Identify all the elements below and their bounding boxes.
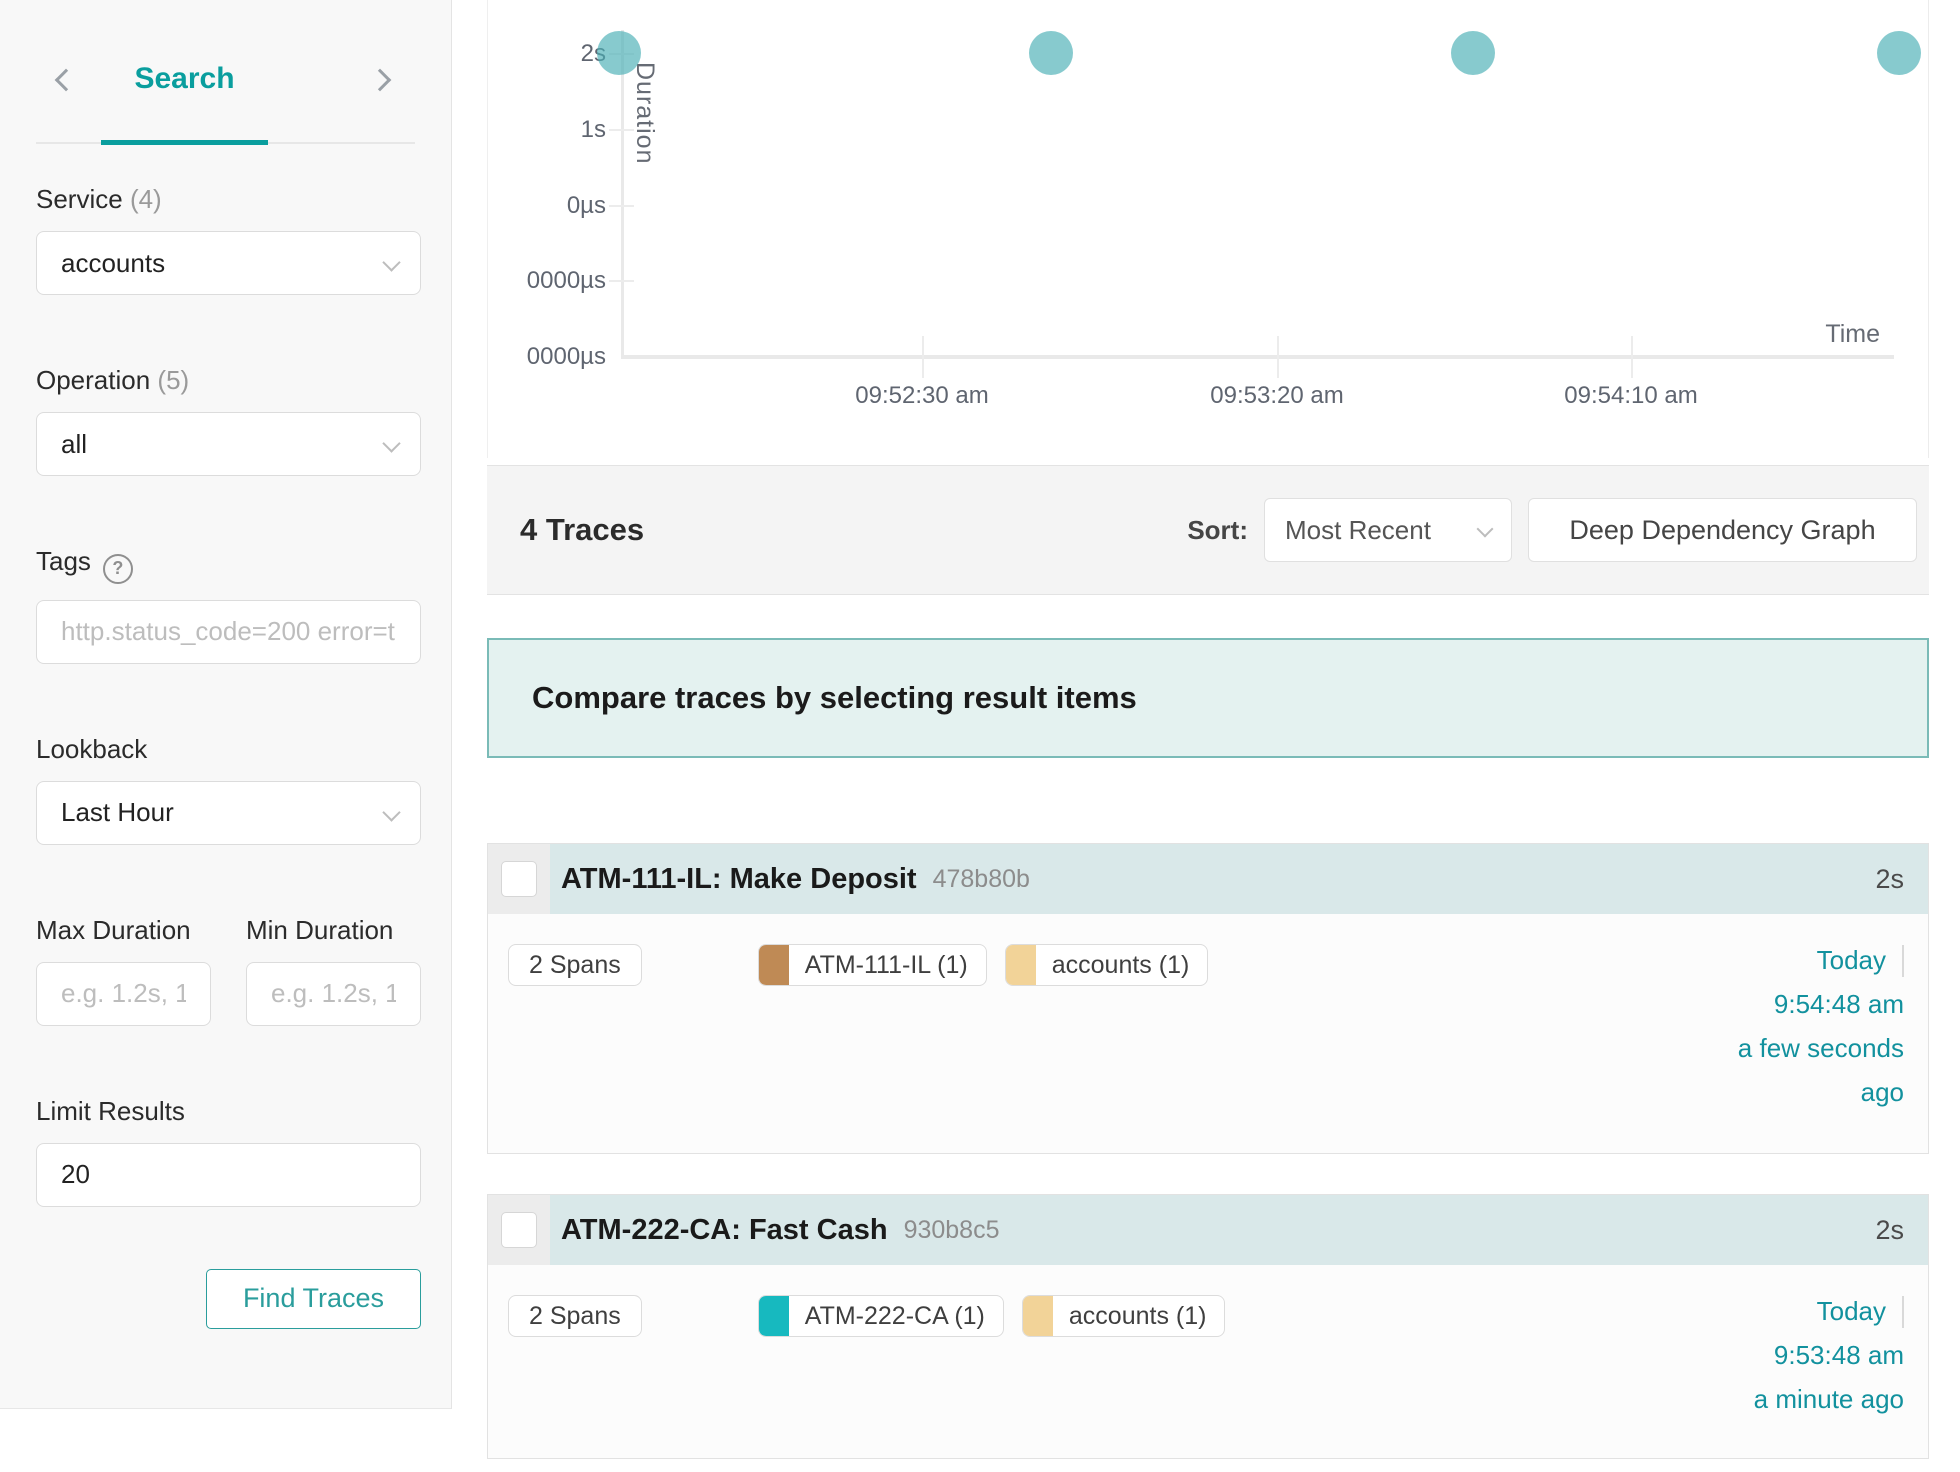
trace-scatter-point[interactable] xyxy=(1451,31,1495,75)
trace-scatter-point[interactable] xyxy=(1877,31,1921,75)
trace-scatter-point[interactable] xyxy=(597,31,641,75)
y-tick xyxy=(609,205,634,207)
checkbox-gutter xyxy=(488,1195,550,1265)
max-duration-label: Max Duration xyxy=(36,914,191,945)
search-results-panel: 2s 1s 0µs 0000µs 0000µs Duration Time 09… xyxy=(487,0,1929,1459)
trace-scatter-point[interactable] xyxy=(1029,31,1073,75)
duration-scatter-chart: 2s 1s 0µs 0000µs 0000µs Duration Time 09… xyxy=(487,0,1929,458)
question-circle-icon[interactable]: ? xyxy=(102,553,133,584)
min-duration-input[interactable] xyxy=(246,961,421,1026)
x-tick xyxy=(1631,336,1633,378)
span-count-badge: 2 Spans xyxy=(508,1295,642,1337)
trace-title: ATM-111-IL: Make Deposit xyxy=(561,862,917,895)
service-select-value: accounts xyxy=(61,247,166,278)
y-tick-label: 2s xyxy=(580,40,606,67)
chevron-down-icon xyxy=(1476,520,1494,538)
sort-label: Sort: xyxy=(1187,514,1248,545)
lookback-label: Lookback xyxy=(36,733,148,764)
trace-count: 4 Traces xyxy=(520,512,645,547)
tags-label: Tags? xyxy=(36,546,421,584)
compare-banner: Compare traces by selecting result items xyxy=(487,638,1929,758)
service-color-swatch xyxy=(758,945,789,985)
sort-select-value: Most Recent xyxy=(1285,514,1431,545)
y-axis-title: Duration xyxy=(631,62,659,165)
trace-result-item: ATM-222-CA: Fast Cash 930b8c5 2s 2 Spans… xyxy=(487,1194,1929,1459)
trace-link-header[interactable]: ATM-111-IL: Make Deposit 478b80b 2s xyxy=(550,844,1928,914)
trace-link-header[interactable]: ATM-222-CA: Fast Cash 930b8c5 2s xyxy=(550,1195,1928,1265)
trace-title: ATM-222-CA: Fast Cash xyxy=(561,1213,888,1246)
service-color-swatch xyxy=(758,1296,789,1336)
x-tick-label: 09:52:30 am xyxy=(855,382,989,409)
deep-dependency-graph-button[interactable]: Deep Dependency Graph xyxy=(1528,498,1917,562)
divider xyxy=(1902,1296,1904,1328)
trace-timestamp: Today 9:54:48 am a few seconds ago xyxy=(1737,945,1904,1107)
trace-id: 478b80b xyxy=(932,864,1030,893)
tab-search[interactable]: Search xyxy=(134,62,235,95)
chevron-down-icon xyxy=(382,253,401,272)
min-duration-label: Min Duration xyxy=(246,914,394,945)
service-tag: accounts (1) xyxy=(1004,944,1209,986)
x-tick xyxy=(1277,336,1279,378)
lookback-select[interactable]: Last Hour xyxy=(36,780,421,845)
trace-duration: 2s xyxy=(1875,1214,1904,1245)
chevron-right-icon[interactable] xyxy=(368,68,392,92)
trace-result-item: ATM-111-IL: Make Deposit 478b80b 2s 2 Sp… xyxy=(487,843,1929,1154)
y-tick-label: 1s xyxy=(580,116,606,143)
service-tag: ATM-111-IL (1) xyxy=(757,944,987,986)
x-axis-line xyxy=(621,355,1894,359)
chevron-left-icon[interactable] xyxy=(54,68,78,92)
trace-duration: 2s xyxy=(1875,863,1904,894)
trace-id: 930b8c5 xyxy=(903,1215,1000,1244)
divider xyxy=(1902,945,1904,977)
y-tick-label: 0000µs xyxy=(526,343,606,370)
y-tick xyxy=(609,129,634,131)
service-color-swatch xyxy=(1005,945,1036,985)
x-tick xyxy=(922,336,924,378)
lookback-select-value: Last Hour xyxy=(61,797,174,827)
search-sidebar: Search Service (4) accounts Operation (5… xyxy=(0,0,452,1409)
service-tag: accounts (1) xyxy=(1021,1295,1226,1337)
sort-select[interactable]: Most Recent xyxy=(1264,498,1512,562)
operation-select[interactable]: all xyxy=(36,412,421,476)
span-count-badge: 2 Spans xyxy=(508,944,642,986)
x-axis-title: Time xyxy=(1825,320,1880,348)
limit-results-label: Limit Results xyxy=(36,1095,185,1126)
service-label: Service (4) xyxy=(36,184,162,214)
service-tag: ATM-222-CA (1) xyxy=(757,1295,1004,1337)
max-duration-input[interactable] xyxy=(36,961,211,1026)
y-tick-label: 0µs xyxy=(566,192,606,219)
chevron-down-icon xyxy=(382,802,401,822)
chevron-down-icon xyxy=(382,434,401,453)
service-color-swatch xyxy=(1022,1296,1053,1336)
service-select[interactable]: accounts xyxy=(36,231,421,295)
tab-divider xyxy=(36,140,415,145)
x-tick-label: 09:53:20 am xyxy=(1210,382,1344,409)
trace-select-checkbox[interactable] xyxy=(501,861,537,897)
operation-select-value: all xyxy=(61,428,88,459)
trace-select-checkbox[interactable] xyxy=(501,1212,537,1248)
limit-results-input[interactable] xyxy=(36,1142,421,1207)
y-tick-label: 0000µs xyxy=(526,267,606,294)
x-tick-label: 09:54:10 am xyxy=(1564,382,1698,409)
y-axis-line xyxy=(621,30,624,358)
y-tick xyxy=(609,280,634,282)
operation-label: Operation (5) xyxy=(36,365,190,395)
compare-banner-text: Compare traces by selecting result items xyxy=(532,680,1137,715)
checkbox-gutter xyxy=(488,844,550,914)
results-header-bar: 4 Traces Sort: Most Recent Deep Dependen… xyxy=(487,465,1929,595)
sidebar-pager: Search xyxy=(0,58,451,106)
find-traces-button[interactable]: Find Traces xyxy=(205,1268,421,1329)
trace-timestamp: Today 9:53:48 am a minute ago xyxy=(1753,1296,1904,1414)
active-tab-underline xyxy=(101,140,268,145)
tags-input[interactable] xyxy=(36,599,421,664)
